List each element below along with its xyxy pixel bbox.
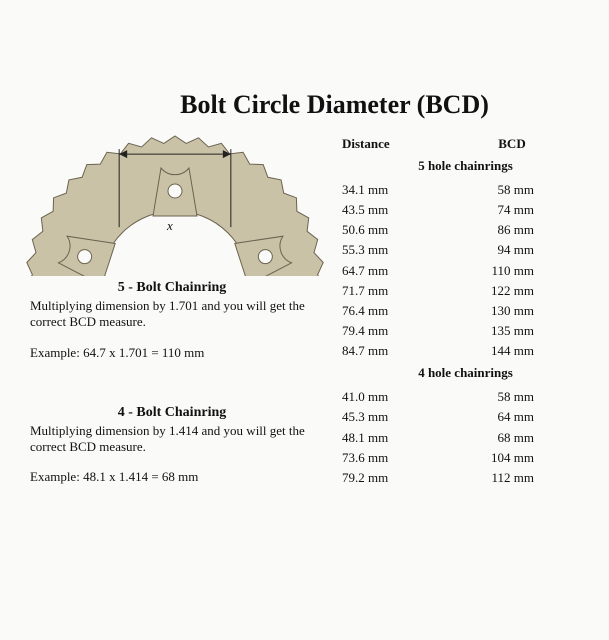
cell-distance: 73.6 mm	[342, 448, 462, 468]
cell-distance: 45.3 mm	[342, 407, 462, 427]
table-row: 48.1 mm68 mm	[342, 428, 589, 448]
x-label: x	[167, 218, 173, 234]
section-4bolt-example: Example: 48.1 x 1.414 = 68 mm	[22, 469, 322, 485]
table-row: 71.7 mm122 mm	[342, 281, 589, 301]
section-5bolt-title: 5 - Bolt Chainring	[22, 280, 322, 296]
cell-bcd: 86 mm	[462, 220, 562, 240]
section-5bolt-example: Example: 64.7 x 1.701 = 110 mm	[22, 345, 322, 361]
rows-5hole: 34.1 mm58 mm43.5 mm74 mm50.6 mm86 mm55.3…	[342, 180, 589, 361]
section-5bolt-body: Multiplying dimension by 1.701 and you w…	[22, 298, 322, 331]
cell-bcd: 64 mm	[462, 407, 562, 427]
table-row: 34.1 mm58 mm	[342, 180, 589, 200]
cell-bcd: 110 mm	[462, 261, 562, 281]
cell-distance: 76.4 mm	[342, 301, 462, 321]
page-title: Bolt Circle Diameter (BCD)	[60, 90, 609, 120]
cell-bcd: 58 mm	[462, 180, 562, 200]
table-row: 50.6 mm86 mm	[342, 220, 589, 240]
section-4bolt-title: 4 - Bolt Chainring	[22, 405, 322, 421]
section-4bolt-body: Multiplying dimension by 1.414 and you w…	[22, 423, 322, 456]
cell-bcd: 94 mm	[462, 240, 562, 260]
cell-bcd: 135 mm	[462, 321, 562, 341]
cell-distance: 41.0 mm	[342, 387, 462, 407]
cell-distance: 64.7 mm	[342, 261, 462, 281]
chainring-diagram	[20, 126, 330, 276]
cell-distance: 48.1 mm	[342, 428, 462, 448]
content-area: 5 - Bolt Chainring Multiplying dimension…	[0, 132, 609, 488]
header-distance: Distance	[342, 136, 462, 152]
table-row: 43.5 mm74 mm	[342, 200, 589, 220]
table-row: 84.7 mm144 mm	[342, 341, 589, 361]
cell-distance: 43.5 mm	[342, 200, 462, 220]
cell-distance: 79.4 mm	[342, 321, 462, 341]
cell-distance: 84.7 mm	[342, 341, 462, 361]
cell-distance: 79.2 mm	[342, 468, 462, 488]
cell-bcd: 112 mm	[462, 468, 562, 488]
table-row: 76.4 mm130 mm	[342, 301, 589, 321]
table-row: 64.7 mm110 mm	[342, 261, 589, 281]
rows-4hole: 41.0 mm58 mm45.3 mm64 mm48.1 mm68 mm73.6…	[342, 387, 589, 488]
cell-bcd: 74 mm	[462, 200, 562, 220]
table-row: 79.4 mm135 mm	[342, 321, 589, 341]
table-row: 79.2 mm112 mm	[342, 468, 589, 488]
right-column: Distance BCD 5 hole chainrings 34.1 mm58…	[342, 132, 589, 488]
subhead-5hole: 5 hole chainrings	[342, 158, 589, 174]
cell-bcd: 58 mm	[462, 387, 562, 407]
table-row: 73.6 mm104 mm	[342, 448, 589, 468]
table-header: Distance BCD	[342, 136, 589, 152]
cell-distance: 55.3 mm	[342, 240, 462, 260]
cell-distance: 50.6 mm	[342, 220, 462, 240]
cell-distance: 71.7 mm	[342, 281, 462, 301]
table-row: 41.0 mm58 mm	[342, 387, 589, 407]
table-row: 55.3 mm94 mm	[342, 240, 589, 260]
header-bcd: BCD	[462, 136, 562, 152]
cell-bcd: 104 mm	[462, 448, 562, 468]
cell-bcd: 144 mm	[462, 341, 562, 361]
cell-bcd: 122 mm	[462, 281, 562, 301]
left-column: 5 - Bolt Chainring Multiplying dimension…	[22, 132, 342, 488]
table-row: 45.3 mm64 mm	[342, 407, 589, 427]
cell-distance: 34.1 mm	[342, 180, 462, 200]
cell-bcd: 68 mm	[462, 428, 562, 448]
cell-bcd: 130 mm	[462, 301, 562, 321]
subhead-4hole: 4 hole chainrings	[342, 365, 589, 381]
